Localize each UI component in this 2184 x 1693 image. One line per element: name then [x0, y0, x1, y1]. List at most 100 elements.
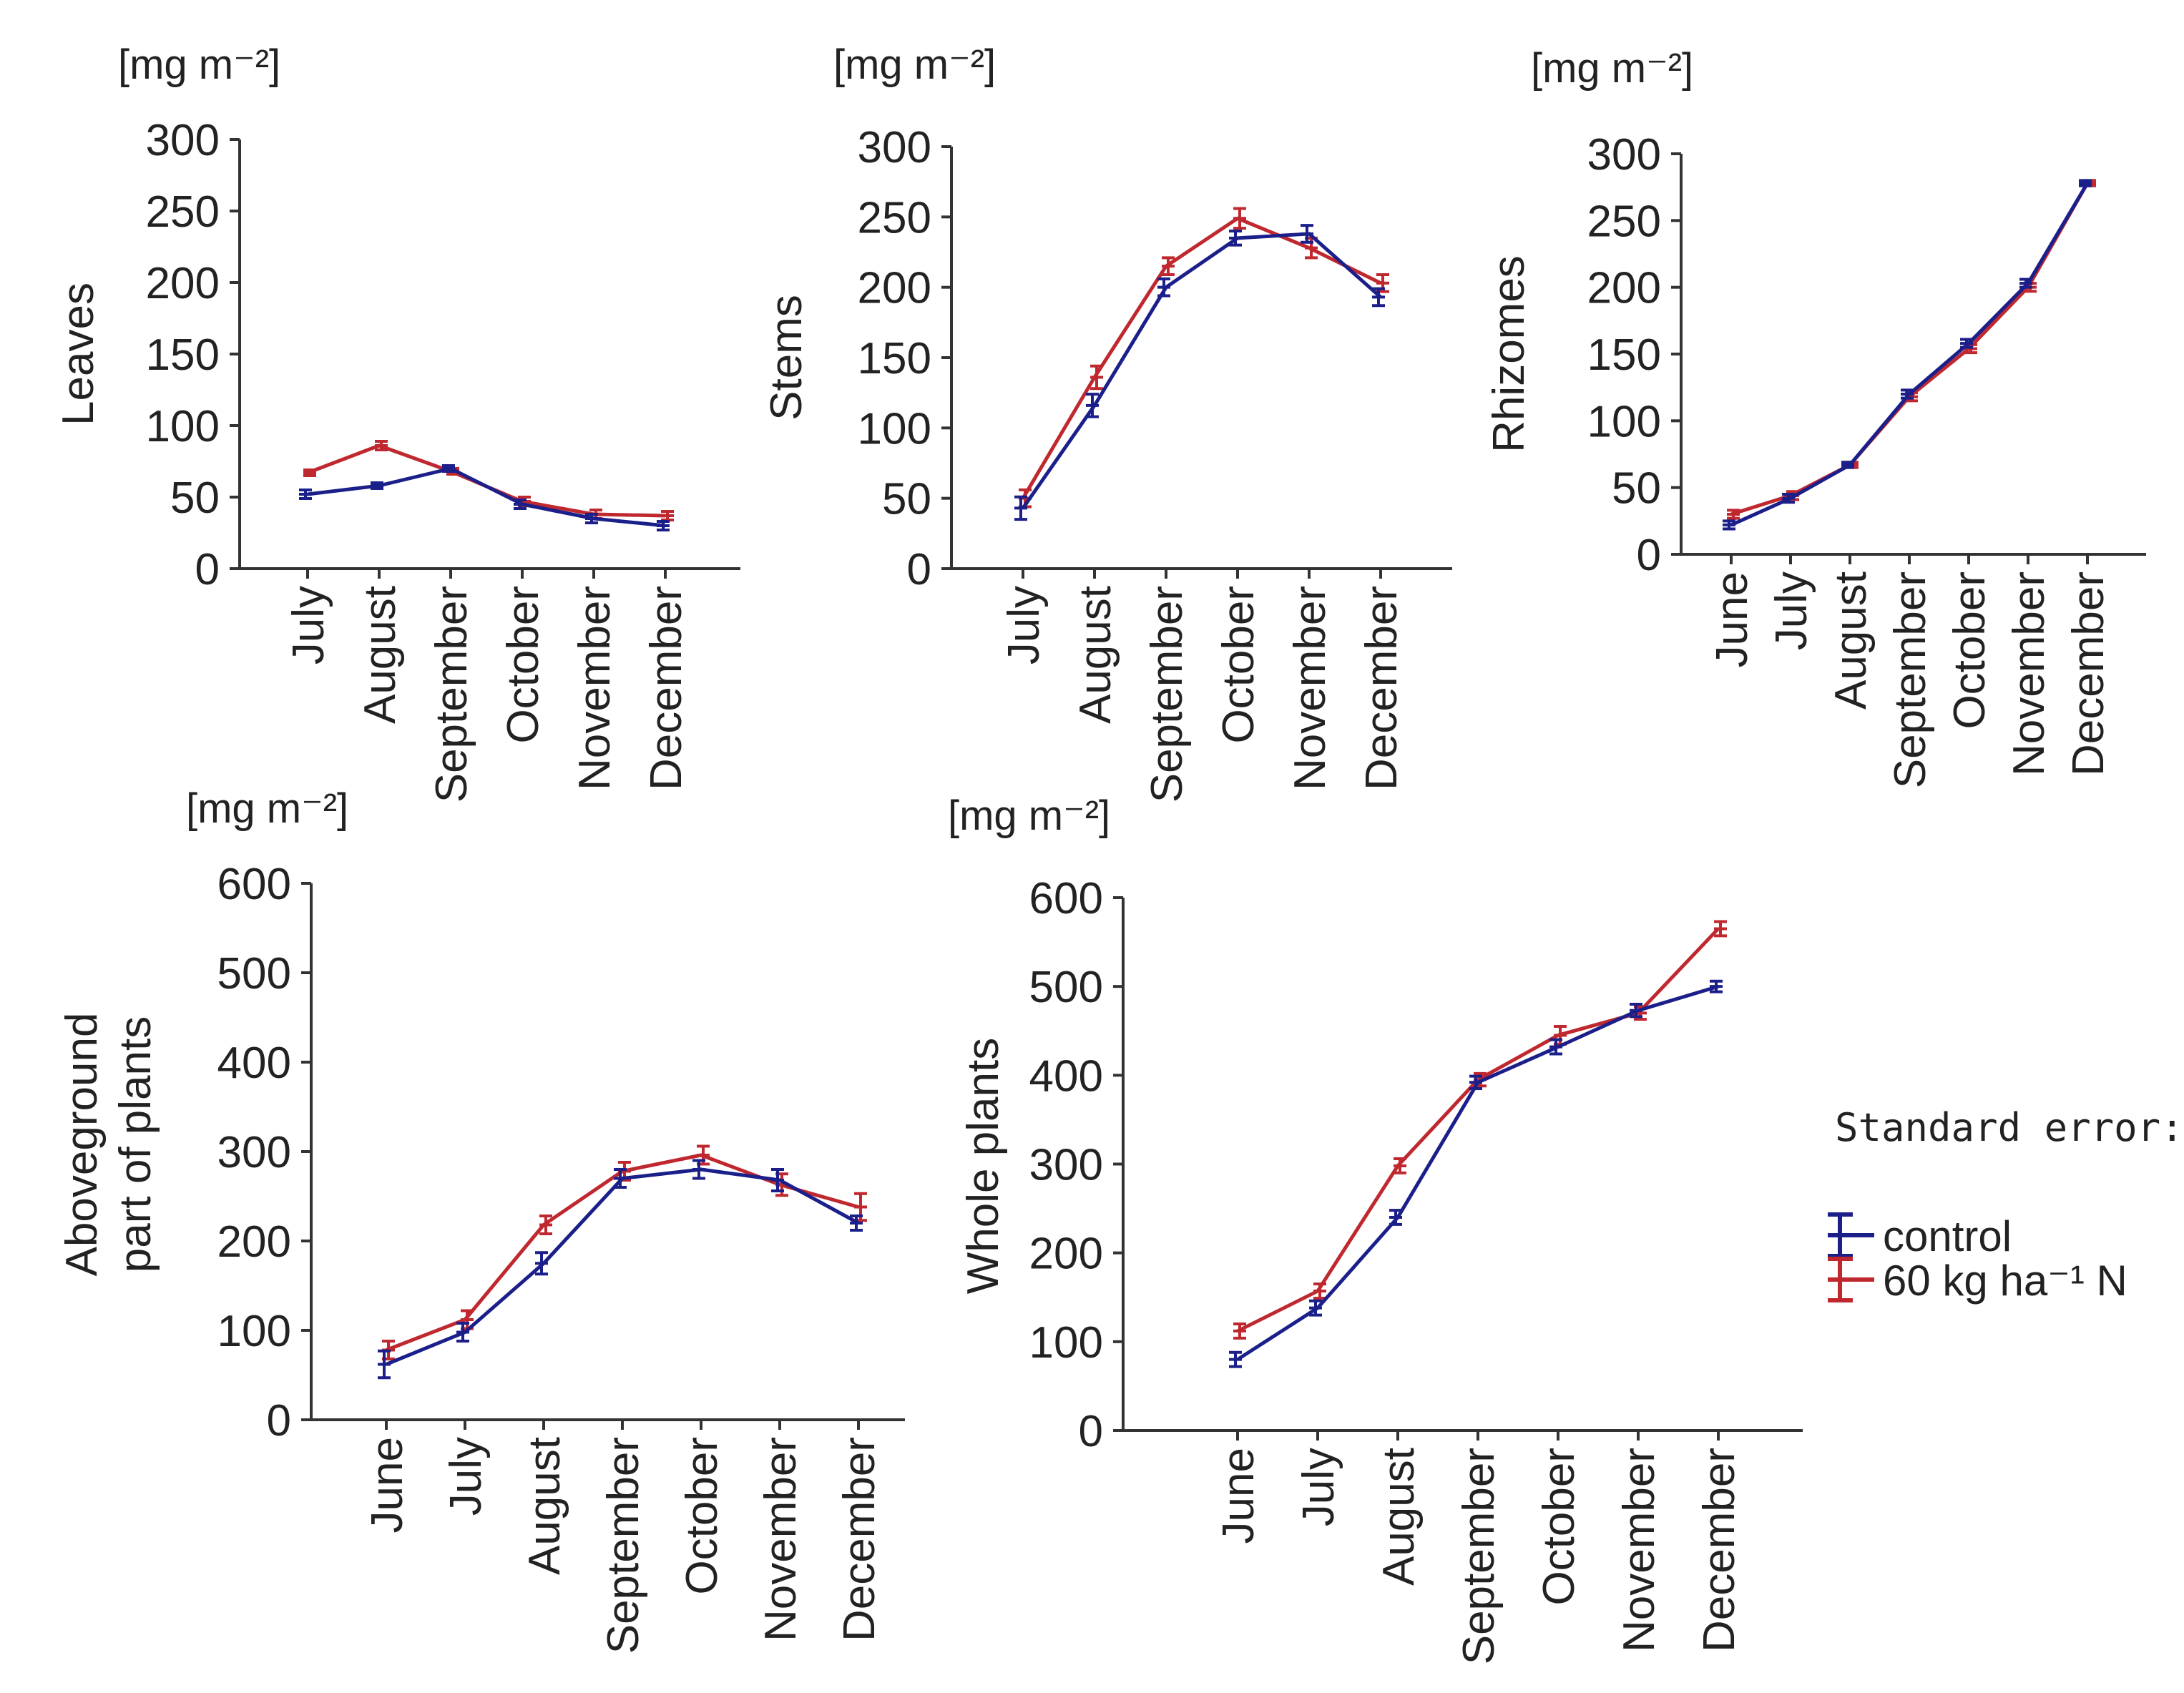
error-bar-control [1469, 1074, 1482, 1090]
x-tick-label: December [642, 586, 691, 790]
y-tick-label: 250 [1587, 197, 1661, 246]
y-tick-label: 600 [1029, 874, 1103, 923]
x-tick-label: June [1214, 1448, 1263, 1544]
x-tick-label: September [599, 1437, 648, 1654]
error-bar-control [535, 1251, 548, 1276]
x-tick-label: September [1886, 571, 1935, 788]
unit-label: [mg m⁻²] [1531, 45, 1693, 92]
y-tick-label: 200 [858, 264, 931, 313]
x-tick-label: August [356, 586, 405, 724]
error-bar-control [1157, 277, 1170, 298]
error-bar-control [1723, 519, 1735, 531]
error-bar-60kg [1090, 364, 1103, 391]
error-bar-control [1086, 393, 1099, 418]
x-tick-label: November [756, 1437, 805, 1642]
series-line-60kg [1236, 927, 1720, 1333]
error-bar-control [442, 464, 455, 473]
x-tick-label: October [677, 1437, 727, 1595]
error-bar-control [1901, 388, 1914, 400]
series-line-control [1021, 232, 1382, 509]
x-tick-label: December [2064, 571, 2113, 776]
error-bar-control [1630, 1003, 1642, 1019]
x-tick-label: December [1695, 1448, 1744, 1652]
y-tick-label: 300 [1587, 130, 1661, 180]
y-tick-label: 400 [217, 1039, 291, 1088]
y-tick-label: 250 [858, 193, 931, 242]
x-tick-label: August [520, 1437, 569, 1575]
error-bar-60kg [1233, 207, 1246, 230]
y-tick-label: 200 [1029, 1230, 1103, 1279]
y-tick-label: 0 [195, 545, 220, 594]
y-tick-label: 250 [146, 187, 220, 237]
x-tick-label: December [1357, 586, 1406, 790]
y-tick-label: 0 [1637, 531, 1661, 580]
unit-label: [mg m⁻²] [186, 785, 348, 832]
y-tick-label: 100 [858, 404, 931, 453]
x-tick-label: August [1826, 571, 1876, 710]
legend-swatch-control [1828, 1212, 1874, 1258]
error-bar-60kg [303, 468, 316, 477]
y-tick-label: 150 [858, 334, 931, 383]
series-line-control [1730, 182, 2090, 527]
error-bar-60kg [661, 510, 674, 521]
y-tick-label: 150 [146, 330, 220, 380]
x-tick-label: November [570, 586, 620, 790]
x-tick-label: September [1454, 1448, 1504, 1664]
y-tick-label: 200 [146, 259, 220, 308]
error-bar-60kg [1394, 1157, 1406, 1174]
error-bar-control [1841, 461, 1854, 469]
error-bar-60kg [1714, 920, 1727, 938]
error-bar-control [1549, 1038, 1562, 1056]
error-bar-control [1389, 1209, 1402, 1226]
x-tick-label: September [1142, 586, 1192, 803]
x-tick-label: November [2004, 571, 2054, 776]
y-tick-label: 400 [1029, 1051, 1103, 1101]
series-line-60kg [1021, 216, 1382, 499]
x-tick-label: June [1708, 571, 1757, 667]
x-tick-label: October [1214, 586, 1263, 744]
y-tick-label: 600 [217, 860, 291, 909]
y-tick-label: 300 [146, 116, 220, 165]
series-line-control [307, 466, 666, 528]
y-tick-label: 0 [267, 1396, 291, 1446]
error-bar-control [1710, 979, 1723, 993]
series-line-60kg [1730, 182, 2090, 516]
legend-label-control: control [1883, 1212, 2012, 1260]
y-tick-label: 0 [907, 545, 931, 594]
chart-rhizomes: [mg m⁻²] 0 50 100 150 200 250 300 June July August… [1484, 45, 2146, 788]
x-tick-label: October [1945, 571, 1994, 730]
y-tick-label: 50 [1612, 464, 1661, 514]
y-axis-label: Leaves [54, 283, 103, 426]
error-bar-control [378, 1349, 391, 1380]
chart-leaves: [mg m⁻²] 0 50 100 150 200 250 300 July August Sept… [54, 41, 740, 803]
error-bar-control [771, 1168, 784, 1192]
x-tick-label: July [1294, 1448, 1343, 1526]
legend: Standard error: control 60 kg ha⁻¹ N [1828, 1105, 2184, 1305]
y-tick-label: 500 [1029, 963, 1103, 1012]
y-tick-label: 50 [882, 475, 931, 524]
y-axis-label: Rhizomes [1484, 255, 1534, 453]
error-bar-60kg [1162, 256, 1175, 276]
y-axis-label: Stems [762, 295, 811, 421]
error-bar-control [456, 1322, 469, 1343]
error-bar-control [1229, 230, 1242, 247]
error-bar-control [2019, 278, 2032, 289]
y-axis-label: Whole plants [959, 1038, 1008, 1294]
legend-entry-60kg: 60 kg ha⁻¹ N [1828, 1257, 2127, 1305]
y-tick-label: 500 [217, 949, 291, 998]
y-tick-label: 100 [217, 1307, 291, 1356]
legend-title: Standard error: [1835, 1105, 2184, 1150]
y-tick-label: 50 [170, 473, 220, 523]
error-bar-control [657, 520, 670, 531]
y-tick-label: 0 [1079, 1407, 1103, 1456]
x-tick-label: November [1615, 1448, 1664, 1652]
y-tick-label: 300 [217, 1128, 291, 1177]
error-bar-60kg [539, 1214, 552, 1235]
x-tick-label: October [499, 586, 548, 744]
error-bar-control [614, 1168, 627, 1189]
unit-label: [mg m⁻²] [948, 792, 1110, 839]
error-bar-control [1014, 495, 1027, 521]
x-tick-label: November [1286, 586, 1335, 790]
